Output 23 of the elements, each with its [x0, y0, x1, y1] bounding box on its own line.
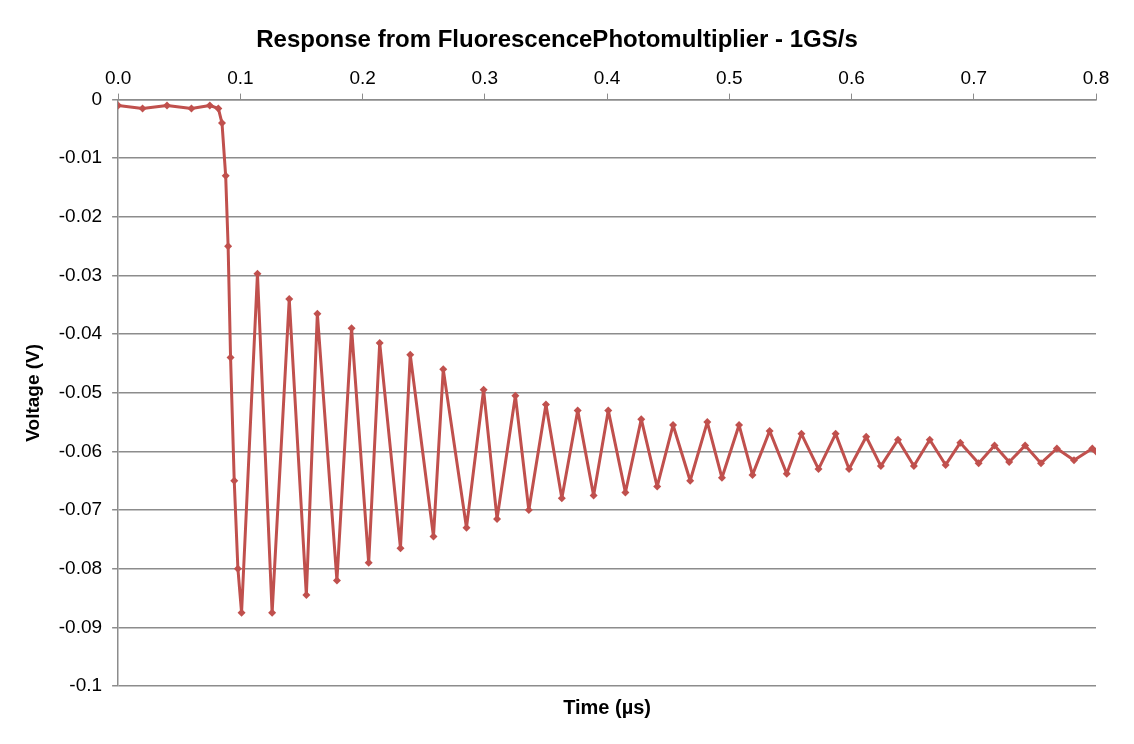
y-tick-label: -0.03 [58, 263, 103, 285]
y-tick-label: -0.08 [58, 556, 103, 578]
y-tick-label: -0.04 [58, 322, 103, 344]
x-tick-label: 0.8 [1082, 67, 1110, 89]
x-tick-label: 0.7 [960, 67, 987, 89]
y-tick-label: 0 [91, 87, 103, 109]
chart-title: Response from FluorescencePhotomultiplier - 1GS/s [256, 25, 858, 53]
x-tick-label: 0.3 [471, 67, 499, 89]
x-tick-label: 0.1 [227, 67, 254, 89]
y-axis-title: Voltage (V) [21, 343, 43, 442]
x-axis-title: Time (µs) [563, 695, 651, 718]
x-tick-label: 0.0 [104, 67, 132, 89]
y-tick-label: -0.09 [58, 615, 103, 637]
x-tick-label: 0.4 [593, 67, 621, 89]
x-tick-label: 0.2 [349, 67, 376, 89]
y-tick-label: -0.07 [58, 498, 103, 520]
x-tick-label: 0.5 [716, 67, 743, 89]
x-tick-label: 0.6 [838, 67, 865, 89]
y-tick-label: -0.01 [58, 146, 103, 168]
y-tick-label: -0.1 [69, 674, 103, 696]
y-tick-label: -0.06 [58, 439, 103, 461]
y-tick-label: -0.02 [58, 205, 103, 227]
y-tick-label: -0.05 [58, 381, 103, 403]
